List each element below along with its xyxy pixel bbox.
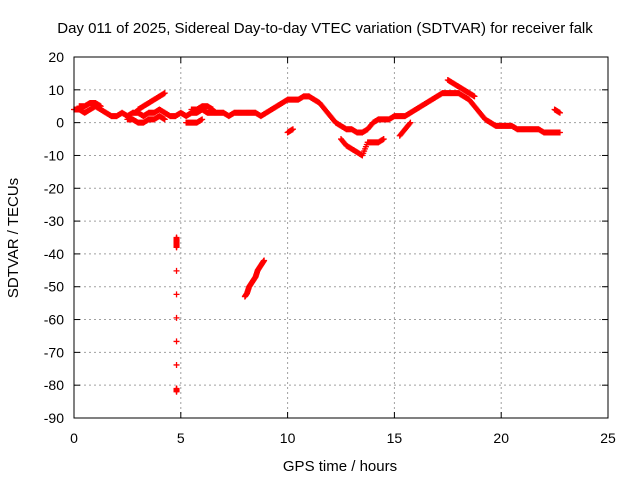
tick-labels: 0 5 10 15 20 25 20 10 0 -10 -20 -30 -40 -50 -60 -70 -80 -…: [44, 49, 616, 446]
data-point: [209, 106, 216, 113]
data-point: [173, 291, 180, 298]
chart-title: Day 011 of 2025, Sidereal Day-to-day VTE…: [57, 20, 593, 37]
data-point: [173, 314, 180, 321]
data-point: [97, 103, 104, 110]
y-tick-label: 0: [56, 115, 64, 131]
data-point: [173, 388, 180, 395]
y-tick-label: -90: [44, 410, 64, 426]
data-point: [173, 361, 180, 368]
y-tick-label: -60: [44, 312, 64, 328]
y-tick-label: -30: [44, 213, 64, 229]
plot-frame: [73, 56, 609, 419]
y-tick-label: -80: [44, 377, 64, 393]
data-point: [173, 338, 180, 345]
data-point: [407, 119, 414, 126]
data-point: [161, 116, 168, 123]
grid: [74, 57, 608, 418]
data-point: [261, 257, 268, 264]
data-point: [556, 129, 563, 136]
data-point: [556, 109, 563, 116]
data-point: [173, 244, 180, 251]
x-tick-label: 10: [280, 430, 296, 446]
x-axis-label: GPS time / hours: [283, 458, 397, 475]
y-tick-label: -20: [44, 180, 64, 196]
x-tick-label: 20: [493, 430, 509, 446]
data-points: [71, 76, 563, 395]
data-point: [199, 116, 206, 123]
x-tick-label: 5: [177, 430, 185, 446]
data-point: [173, 267, 180, 274]
y-tick-label: 20: [48, 49, 64, 65]
y-tick-label: -70: [44, 344, 64, 360]
data-point: [471, 93, 478, 100]
y-tick-label: -50: [44, 279, 64, 295]
x-tick-label: 0: [70, 430, 78, 446]
y-tick-label: -40: [44, 246, 64, 262]
y-tick-label: 10: [48, 82, 64, 98]
y-tick-label: -10: [44, 147, 64, 163]
data-point: [406, 120, 413, 127]
data-point: [289, 126, 296, 133]
data-point: [161, 90, 168, 97]
x-tick-label: 15: [387, 430, 403, 446]
y-axis-label: SDTVAR / TECUs: [5, 178, 22, 298]
data-point: [380, 136, 387, 143]
x-tick-label: 25: [600, 430, 616, 446]
